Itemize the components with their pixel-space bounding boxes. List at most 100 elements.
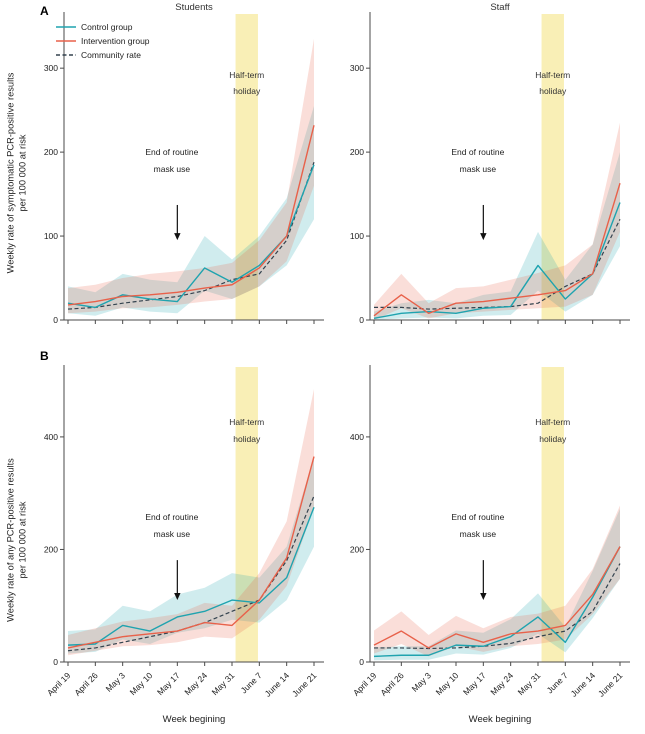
svg-text:mask use: mask use <box>154 529 191 539</box>
svg-text:holiday: holiday <box>539 434 567 444</box>
svg-text:Half-term: Half-term <box>535 70 570 80</box>
chart-panel-a-staff: 0 100 200 300 Staff Half-term holiday End of ro… <box>350 2 630 325</box>
svg-text:Half-term: Half-term <box>535 417 570 427</box>
svg-text:End of routine: End of routine <box>145 512 198 522</box>
panel-label-a: A <box>40 4 49 18</box>
svg-text:200: 200 <box>44 544 58 554</box>
svg-text:May 31: May 31 <box>210 670 237 697</box>
line-control <box>67 164 315 309</box>
ci-band-control <box>68 456 314 654</box>
svg-text:End of routine: End of routine <box>451 147 504 157</box>
axes: 0 100 200 300 <box>350 12 630 325</box>
svg-text:May 17: May 17 <box>461 670 488 697</box>
svg-text:0: 0 <box>359 315 364 325</box>
line-intervention <box>67 125 315 306</box>
svg-text:holiday: holiday <box>233 86 261 96</box>
svg-text:0: 0 <box>53 657 58 667</box>
line-control <box>67 506 315 646</box>
svg-text:100: 100 <box>350 231 364 241</box>
ci-band-control <box>374 152 620 320</box>
chart-panel-a-students: 0 100 200 300 Students Half-term holiday End of… <box>44 2 324 325</box>
svg-text:May 10: May 10 <box>128 670 155 697</box>
svg-text:Week begining: Week begining <box>469 714 532 725</box>
axes: 0 100 200 300 <box>44 12 324 325</box>
svg-text:300: 300 <box>44 63 58 73</box>
svg-text:Week begining: Week begining <box>163 714 226 725</box>
svg-text:April 19: April 19 <box>351 670 379 698</box>
chart-panel-b-staff: 0 200 400 April 19 April 26 May 3 May 10 May 17… <box>350 365 630 725</box>
svg-text:May 3: May 3 <box>410 670 434 694</box>
svg-text:mask use: mask use <box>460 529 497 539</box>
ci-band-intervention <box>374 122 620 320</box>
holiday-band <box>541 14 564 320</box>
svg-text:June 7: June 7 <box>239 670 264 695</box>
line-intervention <box>67 456 315 649</box>
ci-band-intervention <box>68 38 314 314</box>
svg-text:June 7: June 7 <box>545 670 570 695</box>
svg-text:June 14: June 14 <box>569 670 598 699</box>
row-a: Weekly rate of symptomatic PCR-positive … <box>0 0 645 345</box>
annotation-mask: End of routine mask use <box>145 512 199 601</box>
svg-text:mask use: mask use <box>154 164 191 174</box>
ci-band-intervention <box>68 389 314 656</box>
chart-panel-b-students: 0 200 400 April 19 April 26 May 3 May 10 May 17… <box>44 365 324 725</box>
svg-text:100: 100 <box>44 231 58 241</box>
annotation-mask: End of routine mask use <box>145 147 199 241</box>
svg-text:holiday: holiday <box>539 86 567 96</box>
axes: 0 200 400 <box>350 365 630 667</box>
holiday-band <box>541 367 564 662</box>
axes: 0 200 400 <box>44 365 324 667</box>
y-axis-label-a: Weekly rate of symptomatic PCR-positive … <box>5 72 27 273</box>
svg-text:June 21: June 21 <box>290 670 319 699</box>
svg-text:May 17: May 17 <box>155 670 182 697</box>
svg-text:May 3: May 3 <box>104 670 128 694</box>
line-control <box>373 202 621 320</box>
svg-text:April 26: April 26 <box>72 670 100 698</box>
ci-band-control <box>68 105 314 316</box>
annotation-mask: End of routine mask use <box>451 147 505 241</box>
svg-text:400: 400 <box>44 432 58 442</box>
svg-text:End of routine: End of routine <box>145 147 198 157</box>
svg-text:May 31: May 31 <box>516 670 543 697</box>
y-axis-label-b: Weekly rate of any PCR-positive results … <box>5 457 27 622</box>
line-community <box>374 563 621 650</box>
svg-text:Students: Students <box>175 2 213 13</box>
annotation-mask: End of routine mask use <box>451 512 505 601</box>
line-intervention <box>373 182 621 317</box>
annotation-holiday: Half-term holiday <box>535 417 570 444</box>
y-axis-column-a: Weekly rate of symptomatic PCR-positive … <box>0 0 34 345</box>
x-tick-labels: April 19 April 26 May 3 May 10 May 17 May 24 M… <box>45 670 319 725</box>
ci-band-control <box>374 508 620 661</box>
svg-text:mask use: mask use <box>460 164 497 174</box>
annotation-holiday: Half-term holiday <box>229 70 264 96</box>
line-control <box>373 546 621 658</box>
annotation-holiday: Half-term holiday <box>229 417 264 444</box>
panel-label-b: B <box>40 349 49 363</box>
svg-text:0: 0 <box>359 657 364 667</box>
holiday-band <box>235 367 258 662</box>
svg-text:Staff: Staff <box>490 2 510 13</box>
svg-text:June 21: June 21 <box>596 670 625 699</box>
row-b: Weekly rate of any PCR-positive results … <box>0 345 645 734</box>
svg-text:200: 200 <box>350 147 364 157</box>
line-community <box>67 161 315 310</box>
line-community <box>374 218 621 310</box>
svg-text:June 14: June 14 <box>263 670 292 699</box>
svg-text:April 19: April 19 <box>45 670 73 698</box>
svg-text:Community rate: Community rate <box>81 50 141 60</box>
svg-text:May 24: May 24 <box>182 670 209 697</box>
svg-text:200: 200 <box>44 147 58 157</box>
column-title: Students <box>175 2 213 13</box>
svg-text:Half-term: Half-term <box>229 417 264 427</box>
svg-text:Control group: Control group <box>81 22 133 32</box>
svg-text:400: 400 <box>350 432 364 442</box>
svg-text:0: 0 <box>53 315 58 325</box>
svg-text:300: 300 <box>350 63 364 73</box>
svg-text:May 24: May 24 <box>488 670 515 697</box>
svg-text:Half-term: Half-term <box>229 70 264 80</box>
holiday-band <box>235 14 258 320</box>
column-title: Staff <box>490 2 510 13</box>
ci-band-intervention <box>374 505 620 657</box>
svg-text:holiday: holiday <box>233 434 261 444</box>
